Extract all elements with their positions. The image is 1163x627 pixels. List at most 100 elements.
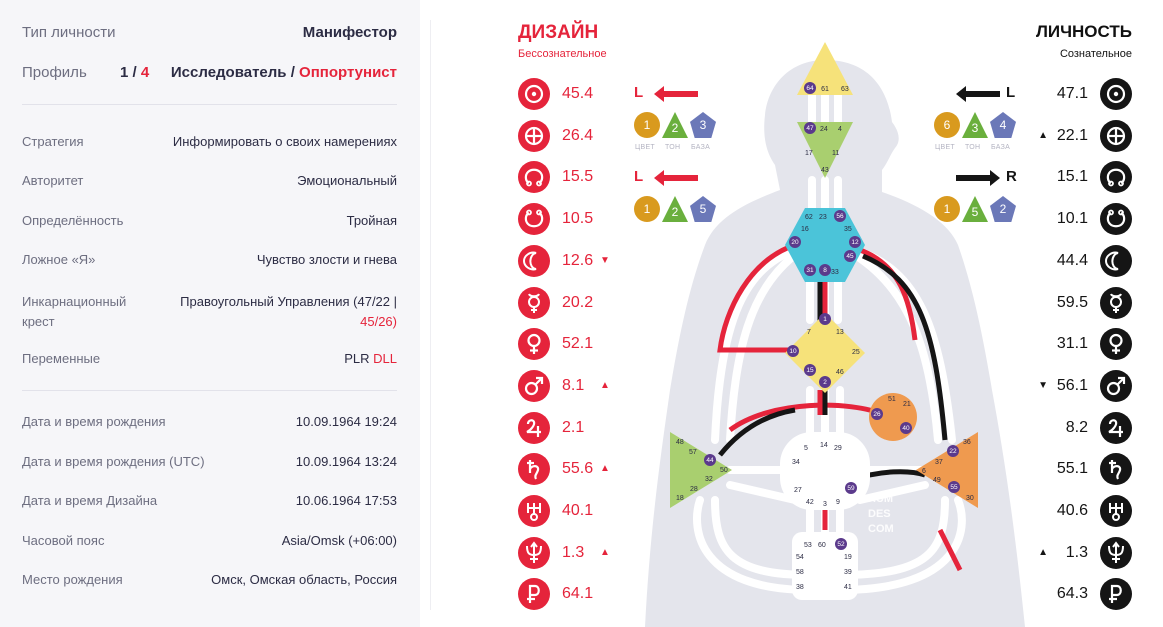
watermark-line-2: DES bbox=[868, 508, 891, 520]
cross-label-line-1: Инкарнационный bbox=[22, 294, 127, 309]
planet-row[interactable]: 8.1 ▲ bbox=[518, 369, 618, 404]
svg-text:57: 57 bbox=[689, 449, 697, 456]
planet-value: 20.2 bbox=[562, 293, 594, 311]
svg-text:45: 45 bbox=[846, 253, 854, 260]
planet-row[interactable]: 1.3 ▲ bbox=[518, 536, 618, 571]
profile-line-1: 1 bbox=[120, 64, 129, 81]
planet-row[interactable]: 8.2 bbox=[1032, 411, 1132, 446]
earth-icon bbox=[518, 119, 550, 152]
design-datetime-value: 10.06.1964 17:53 bbox=[295, 493, 397, 508]
planet-value: 64.1 bbox=[562, 585, 594, 603]
svg-text:64: 64 bbox=[806, 85, 814, 92]
svg-text:40: 40 bbox=[902, 425, 910, 432]
svg-text:53: 53 bbox=[804, 542, 812, 549]
neptune-icon bbox=[518, 536, 550, 569]
mercury-icon bbox=[1100, 286, 1132, 319]
svg-text:28: 28 bbox=[690, 486, 698, 493]
planet-row[interactable]: 64.1 bbox=[518, 578, 618, 612]
planet-value: 55.1 bbox=[1056, 460, 1088, 478]
planet-row[interactable]: 2.1 bbox=[518, 411, 618, 446]
svg-text:11: 11 bbox=[832, 150, 839, 157]
planet-row[interactable]: 10.5 bbox=[518, 203, 618, 237]
planet-row[interactable]: 31.1 bbox=[1032, 328, 1132, 362]
planet-row[interactable]: 15.5 bbox=[518, 161, 618, 195]
planet-row[interactable]: 1.3 ▲ bbox=[1032, 536, 1132, 571]
design-subtitle: Бессознательное bbox=[518, 48, 607, 60]
design-datetime-label: Дата и время Дизайна bbox=[22, 493, 158, 508]
throat-center bbox=[785, 208, 865, 282]
planet-row[interactable]: 55.6 ▲ bbox=[518, 453, 618, 487]
svg-text:26: 26 bbox=[873, 411, 881, 418]
svg-text:39: 39 bbox=[844, 569, 852, 576]
ajna-center bbox=[797, 122, 853, 178]
planet-value: 22.1 bbox=[1056, 126, 1088, 144]
divider bbox=[22, 390, 397, 391]
svg-text:37: 37 bbox=[935, 459, 943, 466]
planet-row[interactable]: 40.6 bbox=[1032, 495, 1132, 529]
variables-label: Переменные bbox=[22, 351, 101, 366]
svg-text:48: 48 bbox=[676, 439, 684, 446]
svg-text:22: 22 bbox=[949, 448, 957, 455]
exalted-triangle-icon: ▲ bbox=[600, 463, 610, 475]
planet-row[interactable]: 20.2 bbox=[518, 286, 618, 321]
profile-role-1: Исследователь bbox=[170, 64, 287, 81]
design-arrow-letter: L bbox=[634, 168, 644, 185]
cross-label: Инкарнационный крест bbox=[22, 292, 126, 332]
color-badge: 1 bbox=[934, 196, 960, 222]
variables-value-design: DLL bbox=[373, 351, 397, 366]
svg-text:21: 21 bbox=[903, 401, 911, 408]
pluto-icon bbox=[518, 578, 550, 611]
svg-text:36: 36 bbox=[963, 439, 971, 446]
svg-text:27: 27 bbox=[794, 487, 802, 494]
base-badge: 2 bbox=[990, 196, 1016, 222]
uranus-icon bbox=[1100, 495, 1132, 527]
cross-value-line-1: Правоугольный Управления (47/22 | bbox=[180, 294, 397, 309]
svg-text:5: 5 bbox=[804, 445, 808, 452]
svg-text:62: 62 bbox=[805, 214, 813, 221]
planet-row[interactable]: 22.1 ▲ bbox=[1032, 119, 1132, 154]
svg-text:47: 47 bbox=[806, 125, 814, 132]
planet-row[interactable]: 47.1 bbox=[1032, 78, 1132, 112]
planet-row[interactable]: 45.4 bbox=[518, 78, 618, 112]
planet-value: 52.1 bbox=[562, 335, 594, 353]
planet-row[interactable]: 52.1 bbox=[518, 328, 618, 362]
planet-value: 59.5 bbox=[1056, 293, 1088, 311]
birth-utc-value: 10.09.1964 13:24 bbox=[295, 454, 397, 469]
svg-text:6: 6 bbox=[922, 468, 926, 475]
column-separator bbox=[430, 20, 431, 610]
head-center bbox=[797, 42, 853, 95]
svg-text:54: 54 bbox=[796, 554, 804, 561]
svg-text:56: 56 bbox=[836, 213, 844, 220]
planet-value: 26.4 bbox=[562, 126, 594, 144]
base-badge: 4 bbox=[990, 112, 1016, 138]
planet-row[interactable]: 12.6 ▼ bbox=[518, 244, 618, 279]
planet-row[interactable]: 26.4 bbox=[518, 119, 618, 154]
planet-row[interactable]: 40.1 bbox=[518, 495, 618, 529]
personality-variable-bottom: R 1 5 2 bbox=[934, 166, 1024, 224]
color-badge-label: ЦВЕТ bbox=[935, 144, 955, 151]
planet-row[interactable]: 10.1 bbox=[1032, 203, 1132, 237]
timezone-value: Asia/Omsk (+06:00) bbox=[281, 533, 397, 548]
strategy-value: Информировать о своих намерениях bbox=[172, 134, 397, 149]
planet-row[interactable]: 56.1 ▼ bbox=[1032, 369, 1132, 404]
authority-label: Авторитет bbox=[22, 173, 84, 188]
birth-utc-label: Дата и время рождения (UTC) bbox=[22, 454, 205, 469]
planet-row[interactable]: 59.5 bbox=[1032, 286, 1132, 321]
svg-text:23: 23 bbox=[819, 214, 827, 221]
color-badge: 6 bbox=[934, 112, 960, 138]
svg-text:18: 18 bbox=[676, 495, 684, 502]
svg-text:8: 8 bbox=[823, 267, 827, 274]
south-node-icon bbox=[1100, 203, 1132, 236]
svg-text:12: 12 bbox=[851, 239, 859, 246]
variables-value-personality: PLR bbox=[344, 351, 370, 366]
left-arrow-icon bbox=[654, 86, 698, 102]
planet-row[interactable]: 44.4 bbox=[1032, 244, 1132, 279]
left-arrow-icon bbox=[654, 170, 698, 186]
svg-text:51: 51 bbox=[888, 396, 896, 403]
pluto-icon bbox=[1100, 578, 1132, 611]
planet-row[interactable]: 64.3 bbox=[1032, 578, 1132, 612]
svg-text:33: 33 bbox=[831, 269, 839, 276]
svg-text:20: 20 bbox=[791, 239, 799, 246]
planet-row[interactable]: 55.1 bbox=[1032, 453, 1132, 487]
planet-row[interactable]: 15.1 bbox=[1032, 161, 1132, 195]
